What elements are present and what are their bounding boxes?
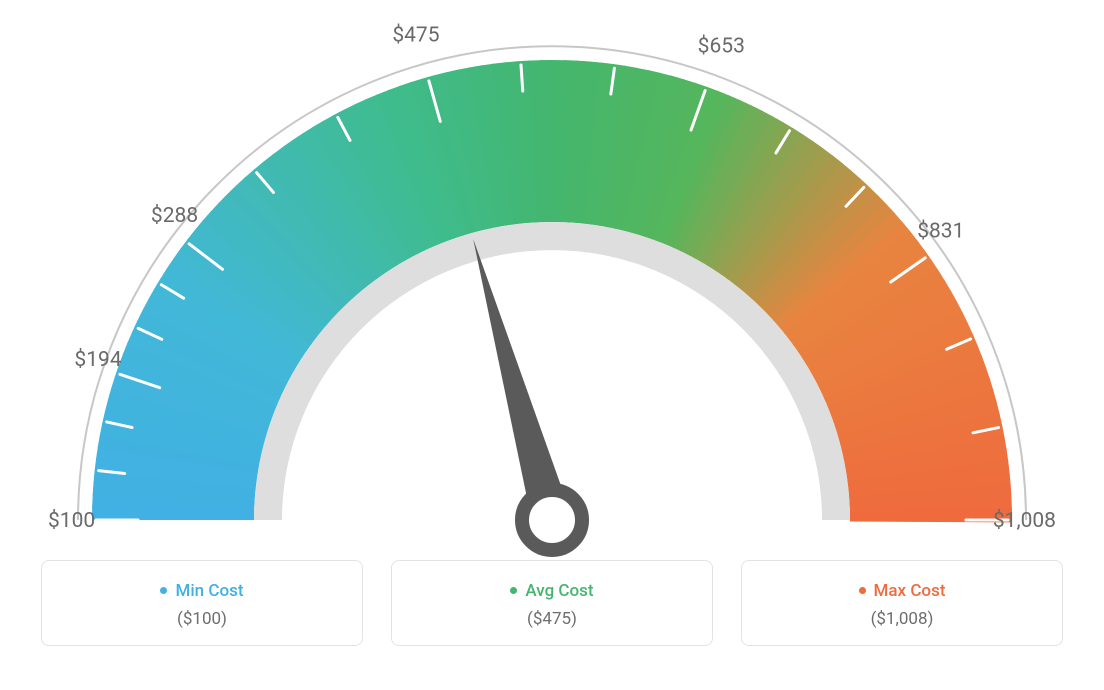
gauge-chart: $100 $194 $288 $475 $653 $831 $1,008 <box>0 0 1104 560</box>
legend-card-max: Max Cost ($1,008) <box>741 560 1063 646</box>
svg-text:$100: $100 <box>48 509 95 533</box>
legend-title-max: Max Cost <box>859 581 946 601</box>
legend-card-avg: Avg Cost ($475) <box>391 560 713 646</box>
svg-text:$194: $194 <box>74 348 121 372</box>
legend-title-text-avg: Avg Cost <box>525 581 593 601</box>
svg-text:$475: $475 <box>392 24 439 48</box>
legend-value-min: ($100) <box>42 609 362 629</box>
legend-card-min: Min Cost ($100) <box>41 560 363 646</box>
legend-title-avg: Avg Cost <box>510 581 593 601</box>
legend-title-min: Min Cost <box>160 581 243 601</box>
legend-dot-max <box>859 587 866 594</box>
legend-title-text-min: Min Cost <box>175 581 243 601</box>
legend-dot-min <box>160 587 167 594</box>
legend-dot-avg <box>510 587 517 594</box>
legend-title-text-max: Max Cost <box>874 581 946 601</box>
legend-value-avg: ($475) <box>392 609 712 629</box>
svg-text:$1,008: $1,008 <box>993 509 1056 533</box>
legend-row: Min Cost ($100) Avg Cost ($475) Max Cost… <box>0 560 1104 676</box>
gauge-svg: $100 $194 $288 $475 $653 $831 $1,008 <box>0 0 1104 560</box>
legend-value-max: ($1,008) <box>742 609 1062 629</box>
svg-text:$831: $831 <box>917 219 964 243</box>
svg-text:$288: $288 <box>151 204 198 228</box>
svg-text:$653: $653 <box>698 34 745 58</box>
